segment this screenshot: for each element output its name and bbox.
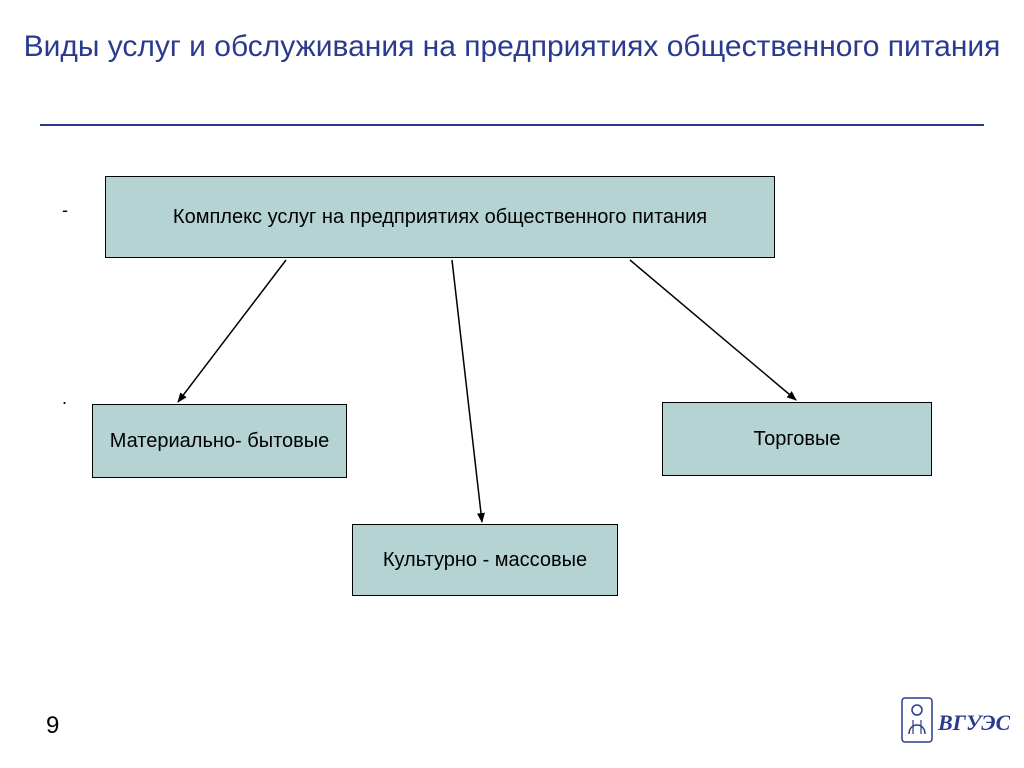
diagram-center-box: Культурно - массовые [352,524,618,596]
arrow-root-to-center [452,260,482,522]
diagram-right-box: Торговые [662,402,932,476]
slide: Виды услуг и обслуживания на предприятия… [0,0,1024,768]
diagram-left-label: Материально- бытовые [110,428,330,454]
bullet-dash-1: - [62,200,68,221]
arrow-root-to-left [178,260,286,402]
diagram-left-box: Материально- бытовые [92,404,347,478]
diagram-root-label: Комплекс услуг на предприятиях обществен… [173,204,707,230]
logo: ВГУЭС [900,690,1010,750]
diagram-center-label: Культурно - массовые [383,547,587,573]
arrow-root-to-right [630,260,796,400]
diagram-root-box: Комплекс услуг на предприятиях обществен… [105,176,775,258]
title-underline [40,124,984,126]
slide-title-text: Виды услуг и обслуживания на предприятия… [24,30,1001,63]
bullet-dash-2: . [62,388,67,409]
logo-icon: ВГУЭС [900,690,1010,750]
diagram-arrows [0,0,1024,768]
page-number: 9 [46,712,59,740]
diagram-right-label: Торговые [753,426,840,452]
logo-text: ВГУЭС [937,710,1010,735]
slide-title: Виды услуг и обслуживания на предприятия… [0,30,1024,64]
